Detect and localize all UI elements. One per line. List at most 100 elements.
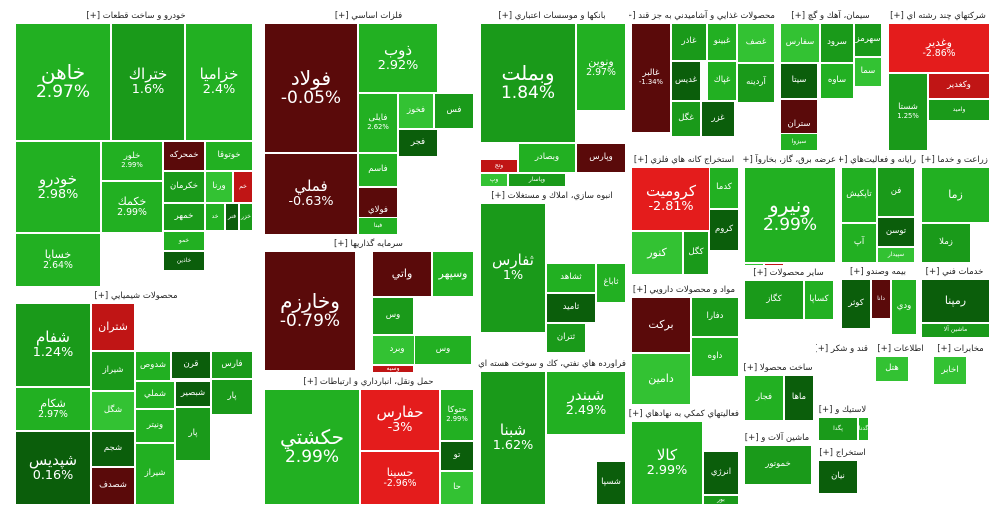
sector-title[interactable]: سيمان، آهك و گچ [+] — [778, 9, 883, 23]
treemap-tile[interactable]: كگل — [683, 231, 709, 275]
treemap-tile[interactable]: پار — [211, 379, 253, 415]
treemap-tile[interactable]: خموتور — [744, 445, 812, 485]
treemap-tile[interactable]: خمو — [163, 231, 205, 251]
treemap-tile[interactable]: فاسم — [358, 153, 398, 187]
treemap-tile[interactable]: خكرمان — [163, 171, 205, 203]
treemap-tile[interactable]: ونوين 2.97% — [576, 23, 626, 111]
treemap-tile[interactable]: شجم — [91, 431, 135, 467]
treemap-tile[interactable]: وسيه — [372, 365, 414, 373]
treemap-tile[interactable]: شتران — [91, 303, 135, 351]
sector-title[interactable]: بانكها و موسسات اعتباري [+] — [478, 9, 626, 23]
sector-5[interactable]: بانكها و موسسات اعتباري [+] وبملت 1.84% ونو… — [477, 8, 627, 188]
sector-title[interactable]: شركتهاي چند رشته اي [+] — [886, 9, 990, 23]
treemap-tile[interactable]: غصف — [737, 23, 775, 63]
sector-3[interactable]: سرمايه گذاريها [+] وخارزم -0.79% واتي وسپهر و… — [261, 236, 476, 374]
treemap-tile[interactable]: شيراز — [135, 443, 175, 505]
treemap-tile[interactable]: غپاك — [707, 61, 737, 101]
treemap-tile[interactable]: تو — [440, 441, 474, 471]
treemap-tile[interactable]: وس — [414, 335, 472, 365]
treemap-tile[interactable]: وبصادر — [518, 143, 576, 173]
treemap-tile[interactable]: واتي — [372, 251, 432, 297]
sector-title[interactable]: فراورده هاي نفتي، كك و سوخت هسته اي [+] — [478, 357, 626, 371]
treemap-tile[interactable]: خمهر — [163, 203, 205, 231]
treemap-tile[interactable]: كرومیت -2.81% — [631, 167, 711, 231]
sector-11[interactable]: استخراج كانه هاي فلزي [+] كرومیت -2.81% كنو… — [628, 152, 740, 280]
sector-0[interactable]: خودرو و ساخت قطعات [+] خاهن 2.97% ختراك 1.6%… — [12, 8, 260, 288]
treemap-tile[interactable]: سيزوا — [780, 133, 818, 151]
sector-20[interactable]: ساخت محصولا [+] فجار ماها — [741, 360, 815, 428]
treemap-tile[interactable]: رمپنا — [921, 279, 990, 323]
treemap-tile[interactable]: شگل — [91, 391, 135, 431]
treemap-tile[interactable]: كنور — [631, 231, 683, 275]
treemap-tile[interactable]: شبصير — [175, 381, 211, 407]
sector-8[interactable]: محصولات غذايي و آشاميدني به جز قند [+] غا… — [628, 8, 776, 152]
treemap-tile[interactable]: ونيتر — [135, 409, 175, 443]
treemap-tile[interactable]: وتج — [480, 159, 518, 173]
treemap-tile[interactable]: شبنا 1.62% — [480, 371, 546, 505]
treemap-tile[interactable]: كساپا — [804, 280, 834, 320]
sector-title[interactable]: رايانه و فعاليت‌هاي [+] — [839, 153, 916, 167]
sector-7[interactable]: فراورده هاي نفتي، كك و سوخت هسته اي [+] ش… — [477, 356, 627, 506]
sector-12[interactable]: عرضه برق، گاز، بخاروآ [+]ونيرو2.99%بيجبم… — [741, 152, 837, 280]
sector-1[interactable]: محصولات شيميايي [+] شفام 1.24% شكام 2.97% شپد… — [12, 288, 260, 506]
treemap-tile[interactable]: ورنا — [205, 171, 233, 203]
treemap-tile[interactable]: پگدا — [818, 417, 858, 441]
sector-title[interactable]: محصولات شيميايي [+] — [13, 289, 259, 303]
treemap-tile[interactable]: خوتوقا — [205, 141, 253, 171]
sector-25[interactable]: مخابرات [+] اخابر — [930, 341, 991, 386]
treemap-tile[interactable]: خساپا 2.64% — [15, 233, 101, 287]
sector-17[interactable]: خدمات فني [+] رمپنا ماشين آلا — [918, 264, 991, 339]
treemap-tile[interactable]: فارس — [211, 351, 253, 379]
treemap-tile[interactable]: خاهن 2.97% — [15, 23, 111, 141]
treemap-tile[interactable]: ذوب 2.92% — [358, 23, 438, 93]
sector-6[interactable]: انبوه سازي، املاك و مستغلات [+] ثفارس 1% ثش… — [477, 188, 627, 356]
treemap-tile[interactable]: فجر — [398, 129, 438, 157]
treemap-tile[interactable]: سفارس — [780, 23, 820, 63]
treemap-tile[interactable]: فنر — [225, 203, 239, 231]
treemap-tile[interactable]: فس — [434, 93, 474, 129]
treemap-tile[interactable]: دفارا — [691, 297, 739, 337]
treemap-tile[interactable]: آپ — [841, 223, 877, 263]
treemap-tile[interactable]: زملا — [921, 223, 971, 263]
treemap-tile[interactable]: خكمك 2.99% — [101, 181, 163, 233]
sector-4[interactable]: حمل ونقل، انبارداري و ارتباطات [+] حكشتي 2… — [261, 374, 476, 506]
treemap-tile[interactable]: غگل — [671, 101, 701, 137]
treemap-tile[interactable]: ماشين آلا — [921, 323, 990, 338]
treemap-tile[interactable]: سرود — [820, 23, 854, 63]
treemap-tile[interactable]: شدوص — [135, 351, 171, 381]
treemap-tile[interactable]: كگاز — [744, 280, 804, 320]
sector-14[interactable]: زراعت و خدما [+] زما زملا — [918, 152, 991, 264]
sector-title[interactable]: زراعت و خدما [+] — [919, 153, 990, 167]
treemap-tile[interactable]: ونيرو 2.99% — [744, 167, 836, 263]
treemap-tile[interactable]: فخوز — [398, 93, 434, 129]
treemap-tile[interactable]: فملي -0.63% — [264, 153, 358, 235]
treemap-tile[interactable]: قرن — [171, 351, 211, 379]
treemap-tile[interactable]: ثشاهد — [546, 263, 596, 293]
treemap-tile[interactable]: كوثر — [841, 279, 871, 329]
treemap-tile[interactable]: كروم — [709, 209, 739, 251]
sector-title[interactable]: فلزات اساسي [+] — [262, 9, 475, 23]
treemap-tile[interactable]: گدنا — [858, 417, 869, 441]
treemap-tile[interactable]: غديس — [671, 61, 701, 101]
sector-title[interactable]: خودرو و ساخت قطعات [+] — [13, 9, 259, 23]
sector-title[interactable]: عرضه برق، گاز، بخاروآ [+] — [742, 153, 836, 167]
treemap-tile[interactable]: فن — [877, 167, 915, 217]
treemap-tile[interactable]: خزاميا 2.4% — [185, 23, 253, 141]
treemap-tile[interactable]: دامين — [631, 353, 691, 405]
treemap-tile[interactable]: حسينا -2.96% — [360, 451, 440, 505]
sector-title[interactable]: لاستيك و [+] — [816, 403, 869, 417]
treemap-tile[interactable]: شپدیس 0.16% — [15, 431, 91, 505]
treemap-tile[interactable]: وغدير -2.86% — [888, 23, 990, 73]
treemap-tile[interactable]: سما — [854, 57, 882, 87]
sector-23[interactable]: قند و شكر [+] — [815, 341, 869, 401]
treemap-tile[interactable]: ختراك 1.6% — [111, 23, 185, 141]
treemap-tile[interactable]: شصدف — [91, 467, 135, 505]
treemap-tile[interactable]: ثتران — [546, 323, 586, 353]
treemap-tile[interactable]: انرژي — [703, 451, 739, 495]
sector-title[interactable]: مخابرات [+] — [931, 342, 990, 356]
treemap-tile[interactable]: شیراز — [91, 351, 135, 391]
treemap-tile[interactable]: شستا 1.25% — [888, 73, 928, 151]
treemap-tile[interactable]: فجار — [744, 375, 784, 421]
treemap-tile[interactable]: وخارزم -0.79% — [264, 251, 356, 371]
treemap-tile[interactable]: شفام 1.24% — [15, 303, 91, 387]
